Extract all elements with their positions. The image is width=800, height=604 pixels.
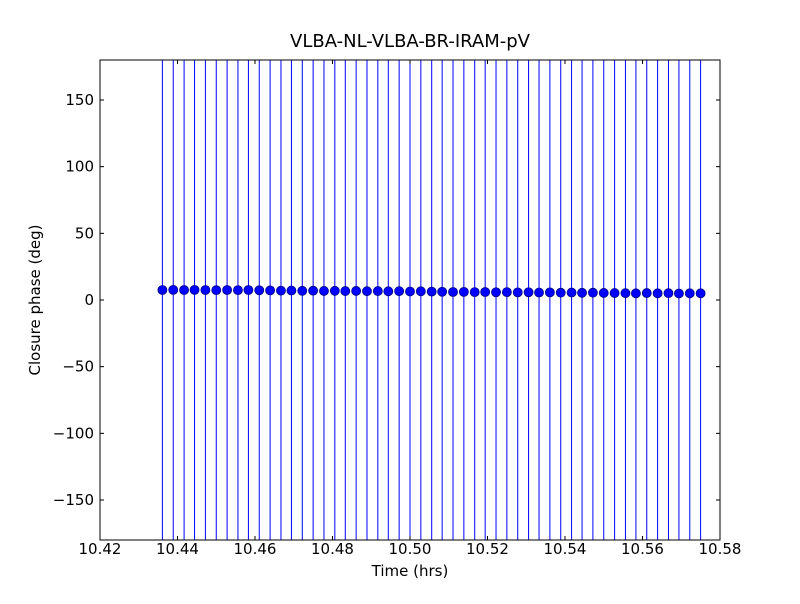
data-point: [674, 288, 684, 299]
data-point: [297, 285, 308, 296]
data-point: [243, 285, 254, 295]
data-point: [695, 288, 706, 299]
data-point: [254, 285, 265, 296]
data-point: [609, 288, 620, 298]
data-point: [286, 285, 297, 296]
x-tick-label: 10.44: [156, 540, 199, 558]
data-point: [362, 286, 372, 297]
y-tick-label: 150: [65, 91, 94, 109]
x-tick-label: 10.54: [544, 540, 587, 558]
y-tick-label: −50: [62, 358, 94, 376]
y-tick-label: 0: [84, 291, 94, 309]
y-tick-label: −150: [53, 491, 94, 509]
data-point: [372, 286, 383, 296]
data-point: [276, 285, 286, 296]
data-point: [157, 285, 168, 295]
data-point: [426, 286, 437, 297]
x-tick-label: 10.56: [621, 540, 664, 558]
data-point: [544, 287, 555, 298]
data-point: [211, 285, 222, 296]
data-point: [179, 285, 189, 295]
data-point: [512, 287, 523, 298]
data-point: [620, 288, 631, 299]
x-tick-label: 10.58: [699, 540, 742, 558]
data-point: [319, 286, 329, 296]
data-point: [523, 287, 534, 298]
x-tick-label: 10.50: [389, 540, 432, 558]
x-tick-label: 10.48: [311, 540, 354, 558]
y-axis-label: Closure phase (deg): [26, 225, 44, 376]
data-point: [415, 286, 426, 297]
data-point: [405, 286, 415, 297]
data-point: [437, 286, 448, 297]
y-tick-label: 100: [65, 158, 94, 176]
plot-area: [157, 60, 706, 540]
data-point: [480, 287, 491, 297]
data-point: [383, 286, 394, 297]
data-point: [233, 285, 243, 296]
data-point: [308, 285, 319, 296]
data-point: [501, 287, 512, 298]
data-point: [340, 286, 351, 296]
data-point: [469, 287, 480, 298]
data-point: [652, 288, 663, 299]
y-tick-label: −100: [53, 424, 94, 442]
y-tick-label: 50: [75, 224, 94, 242]
data-point: [394, 286, 405, 297]
x-tick-label: 10.46: [234, 540, 277, 558]
data-point: [663, 288, 674, 299]
data-point: [631, 288, 641, 299]
data-point: [458, 286, 469, 297]
data-point: [588, 287, 598, 298]
data-point: [189, 284, 200, 295]
data-point: [598, 288, 609, 298]
data-point: [491, 287, 501, 298]
data-point: [200, 285, 211, 295]
data-point: [566, 287, 577, 298]
x-tick-label: 10.52: [466, 540, 509, 558]
x-axis-label: Time (hrs): [371, 562, 449, 580]
chart-title: VLBA-NL-VLBA-BR-IRAM-pV: [290, 31, 531, 52]
data-point: [448, 287, 458, 297]
data-point: [577, 287, 587, 298]
data-point: [534, 287, 544, 298]
data-point: [265, 285, 276, 296]
data-point: [351, 286, 362, 296]
data-point: [641, 288, 652, 298]
data-point: [168, 284, 179, 295]
data-point: [555, 287, 566, 298]
data-point: [684, 288, 695, 299]
x-tick-label: 10.42: [79, 540, 122, 558]
data-point: [329, 285, 340, 296]
data-point: [222, 285, 233, 295]
